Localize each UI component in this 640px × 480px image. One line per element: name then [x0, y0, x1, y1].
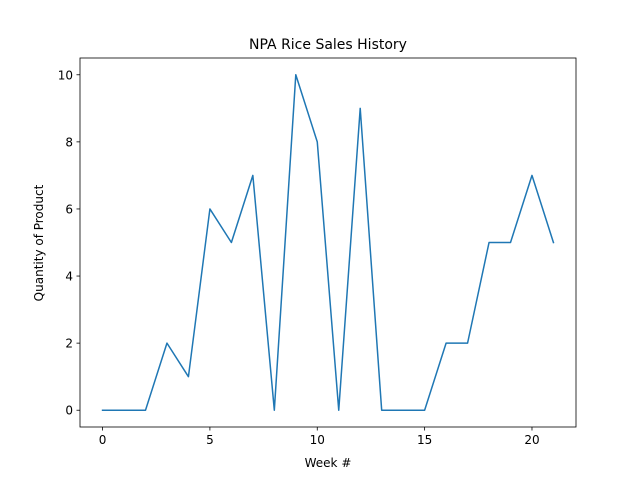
series-line-0 — [101, 74, 555, 411]
x-tick-label: 15 — [417, 433, 432, 447]
axes-frame — [79, 57, 577, 428]
x-tick-label: 20 — [524, 433, 539, 447]
x-axis-label: Week # — [305, 456, 352, 470]
chart-title: NPA Rice Sales History — [249, 37, 407, 53]
y-tick-label: 6 — [65, 202, 73, 216]
x-tick-label: 10 — [310, 433, 325, 447]
x-tick-label: 0 — [99, 433, 107, 447]
y-tick-label: 8 — [65, 135, 73, 149]
y-tick-label: 0 — [65, 404, 73, 418]
x-tick-label: 5 — [206, 433, 214, 447]
plot-area: 0 5 10 15 20 0 2 4 6 8 10 — [58, 57, 577, 447]
y-tick-label: 4 — [65, 270, 73, 284]
y-axis-label: Quantity of Product — [32, 184, 46, 301]
y-tick-label: 2 — [65, 337, 73, 351]
y-tick-label: 10 — [58, 68, 73, 82]
